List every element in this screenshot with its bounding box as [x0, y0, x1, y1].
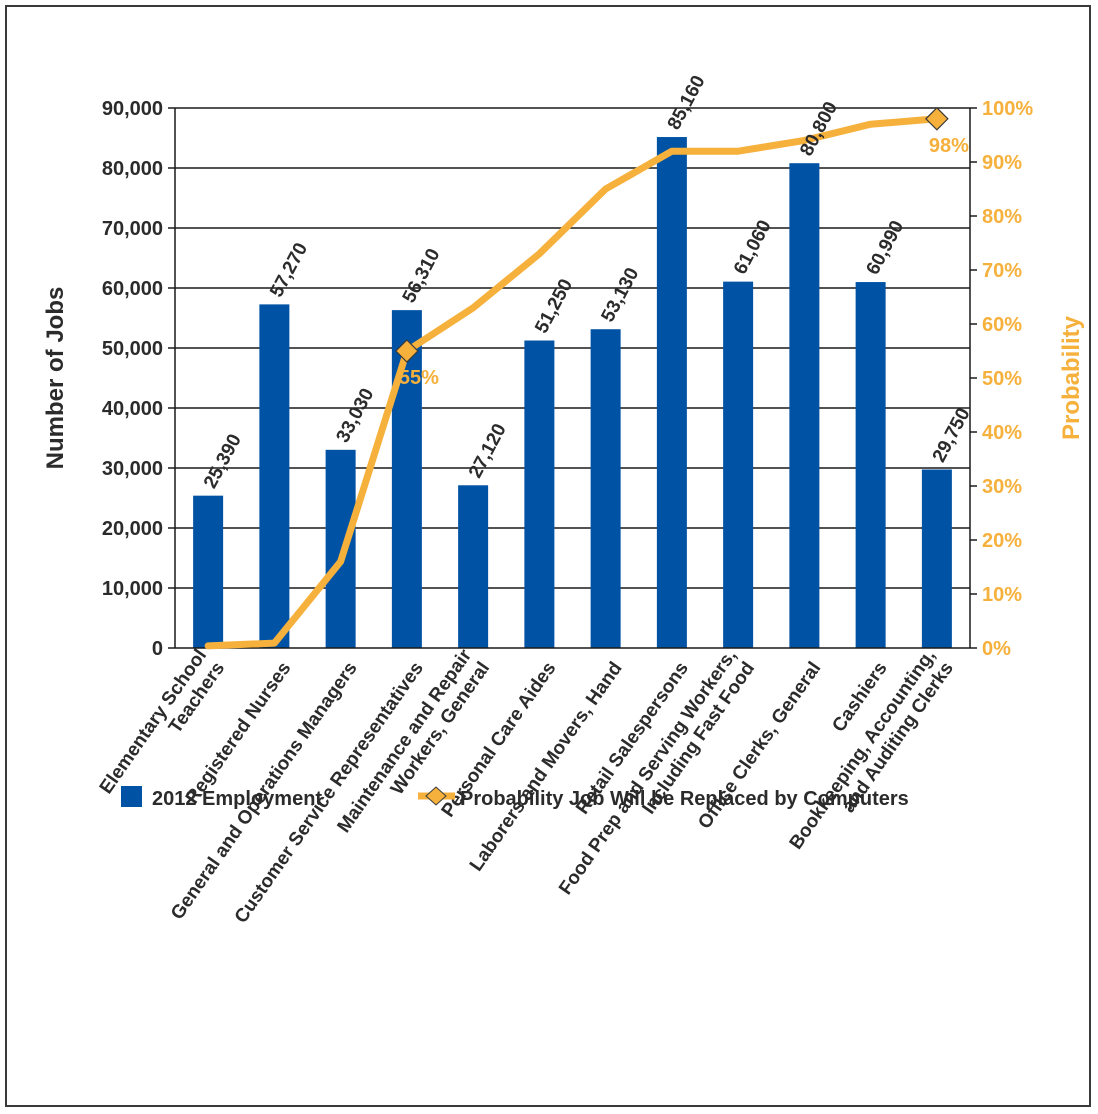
bar [921, 469, 952, 648]
bar-value-label: 53,130 [597, 264, 643, 325]
right-tick-label: 30% [982, 476, 1022, 498]
right-tick-label: 20% [982, 530, 1022, 552]
right-tick-label: 80% [982, 206, 1022, 228]
probability-marker [395, 339, 419, 363]
probability-point-label: 98% [929, 135, 969, 157]
right-tick-label: 0% [982, 638, 1011, 660]
left-tick-label: 30,000 [102, 458, 163, 480]
bar [656, 137, 687, 649]
bar-value-label: 27,120 [465, 420, 511, 481]
left-tick-label: 60,000 [102, 278, 163, 300]
bar [458, 485, 489, 648]
right-tick-label: 40% [982, 422, 1022, 444]
left-tick-label: 40,000 [102, 398, 163, 420]
bar [855, 282, 886, 648]
bar-value-label: 51,250 [531, 276, 577, 337]
probability-point-label: 55% [399, 367, 439, 389]
left-tick-label: 90,000 [102, 98, 163, 120]
right-tick-label: 60% [982, 314, 1022, 336]
axes [174, 108, 971, 649]
bar [789, 163, 820, 648]
legend-swatch-probability-marker [425, 786, 447, 806]
left-tick-label: 70,000 [102, 218, 163, 240]
bar [524, 340, 555, 648]
legend: 2012 Employment Probability Job Will be … [121, 786, 909, 810]
left-axis-ticks: 0 10,000 20,000 30,000 40,000 50,000 60,000 70,… [102, 98, 175, 660]
bar-value-label: 60,990 [862, 217, 908, 278]
bar [193, 495, 224, 648]
bar-value-label: 57,270 [266, 240, 312, 301]
legend-label-employment: 2012 Employment [152, 788, 322, 810]
bar-value-label: 85,160 [664, 72, 710, 133]
left-tick-label: 80,000 [102, 158, 163, 180]
right-tick-label: 70% [982, 260, 1022, 282]
legend-swatch-employment [121, 786, 142, 807]
bar-value-label: 25,390 [200, 431, 246, 492]
legend-label-probability: Probability Job Will be Replaced by Comp… [460, 788, 909, 810]
left-axis-title: Number of Jobs [42, 287, 69, 470]
bar [590, 329, 621, 648]
left-tick-label: 50,000 [102, 338, 163, 360]
bar [325, 449, 356, 648]
bar [259, 304, 290, 648]
left-tick-label: 20,000 [102, 518, 163, 540]
right-axis-title: Probability [1058, 315, 1085, 440]
bar [723, 281, 754, 648]
probability-marker [925, 106, 949, 131]
probability-line [204, 115, 941, 650]
right-tick-label: 10% [982, 584, 1022, 606]
bar-value-label: 29,750 [929, 405, 975, 466]
bar-value-label: 33,030 [332, 385, 378, 446]
bar-value-label: 61,060 [730, 217, 776, 278]
probability-line-series: 55% 98% [204, 106, 969, 650]
bar-value-label: 56,310 [399, 245, 445, 306]
right-axis-ticks: 0% 10% 20% 30% 40% 50% 60% 70% 80% 90% 100% [970, 98, 1033, 660]
bar [391, 310, 422, 648]
right-tick-label: 50% [982, 368, 1022, 390]
right-tick-label: 100% [982, 98, 1033, 120]
right-tick-label: 90% [982, 152, 1022, 174]
left-tick-label: 0 [152, 638, 163, 660]
gridlines [175, 107, 970, 589]
left-tick-label: 10,000 [102, 578, 163, 600]
bar-series [193, 137, 952, 649]
